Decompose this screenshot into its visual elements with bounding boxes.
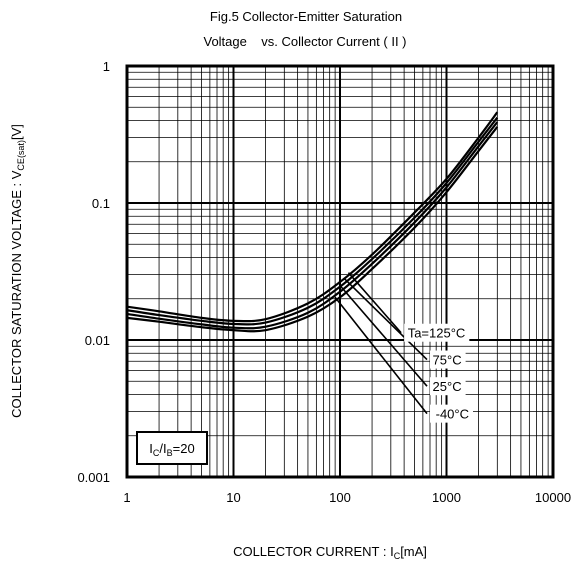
series-line-1 bbox=[126, 116, 499, 326]
x-tick-labels: 1 10 100 1000 10000 bbox=[123, 490, 571, 505]
series-label-bg bbox=[404, 323, 470, 342]
series-labels: Ta=125°C 75°C 25°C -40°C bbox=[408, 326, 469, 422]
condition-sub-b: B bbox=[167, 448, 173, 458]
y-tick-label: 0.1 bbox=[92, 196, 110, 211]
condition-i-c: I bbox=[149, 441, 153, 456]
x-tick-label: 1000 bbox=[432, 490, 461, 505]
x-tick-label: 1 bbox=[123, 490, 130, 505]
chart-title-line-2: Voltage vs. Collector Current ( II ) bbox=[203, 34, 406, 49]
condition-slash: /I bbox=[159, 441, 166, 456]
condition-sub-c: C bbox=[153, 448, 160, 458]
y-tick-label: 1 bbox=[103, 59, 110, 74]
x-tick-label: 100 bbox=[329, 490, 351, 505]
x-tick-label: 10000 bbox=[535, 490, 571, 505]
series-label-2: 25°C bbox=[433, 379, 462, 394]
series-line-3 bbox=[126, 126, 499, 333]
series-label-1: 75°C bbox=[433, 353, 462, 368]
y-tick-labels: 1 0.1 0.01 0.001 bbox=[77, 59, 110, 485]
series-leader-lines bbox=[334, 272, 428, 415]
series-label-bg bbox=[430, 377, 466, 396]
plot-frame bbox=[125, 64, 555, 479]
series-leader-line bbox=[334, 296, 428, 415]
series-curves bbox=[126, 111, 499, 333]
x-tick-label: 10 bbox=[226, 490, 240, 505]
series-label-0: Ta=125°C bbox=[408, 326, 466, 341]
x-axis-label: COLLECTOR CURRENT : IC[mA] bbox=[233, 544, 427, 561]
condition-value: =20 bbox=[173, 441, 195, 456]
y-tick-label: 0.001 bbox=[77, 470, 110, 485]
y-tick-label: 0.01 bbox=[85, 333, 110, 348]
chart-title-line-1: Fig.5 Collector-Emitter Saturation bbox=[210, 9, 402, 24]
condition-box: IC/IB=20 bbox=[136, 431, 208, 465]
series-label-bg bbox=[430, 350, 466, 369]
series-line-2 bbox=[126, 121, 499, 330]
series-leader-line bbox=[339, 284, 428, 387]
y-axis-label: COLLECTOR SATURATION VOLTAGE : VCE(sat)[… bbox=[9, 124, 26, 418]
series-label-3: -40°C bbox=[436, 407, 469, 422]
series-line-0 bbox=[126, 111, 499, 323]
series-leader-line bbox=[343, 278, 428, 361]
series-label-bg bbox=[430, 404, 474, 423]
svg-text:IC/IB=20: IC/IB=20 bbox=[149, 441, 194, 458]
series-label-backgrounds bbox=[404, 323, 474, 423]
